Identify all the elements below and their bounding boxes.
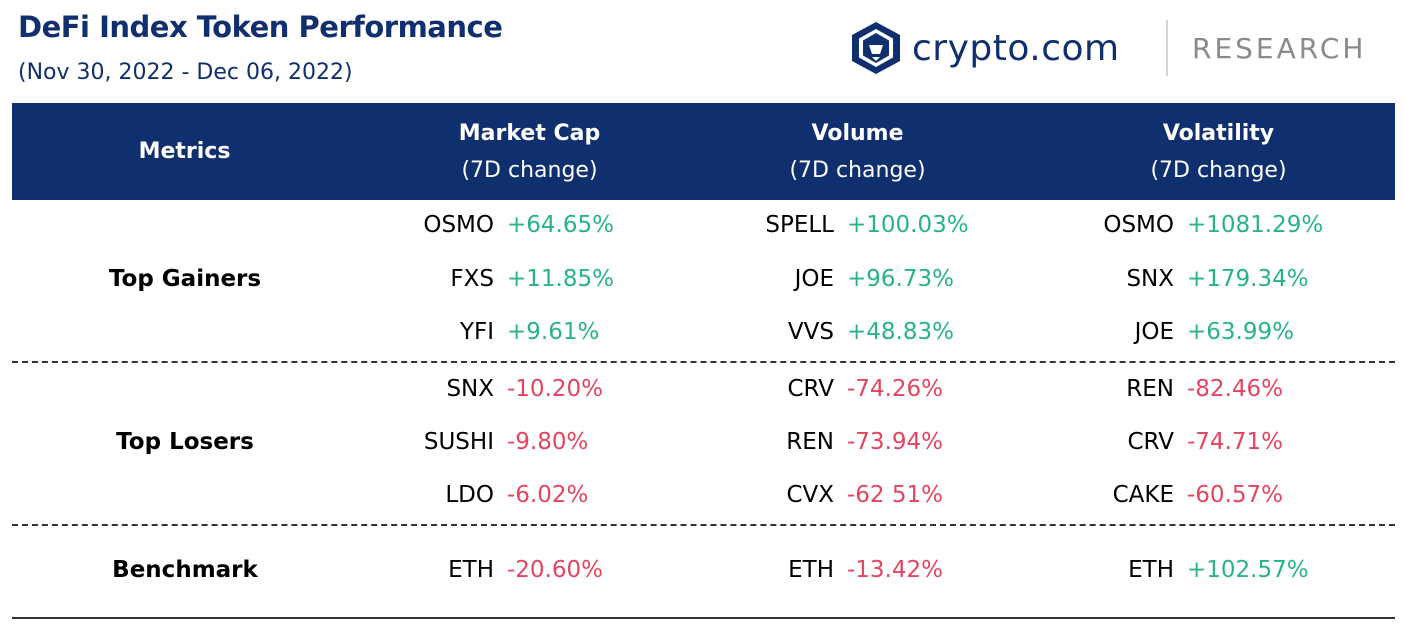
header-sublabel: (7D change)	[789, 157, 926, 183]
token-cell: ETH	[788, 557, 834, 583]
header-label: Volatility	[1162, 120, 1275, 146]
change-cell: +102.57%	[1187, 557, 1309, 583]
date-range: (Nov 30, 2022 - Dec 06, 2022)	[18, 60, 353, 85]
change-cell: -20.60%	[507, 557, 603, 583]
change-cell: +64.65%	[507, 212, 614, 238]
page-title: DeFi Index Token Performance	[18, 10, 503, 44]
research-label: RESEARCH	[1192, 32, 1367, 65]
token-cell: REN	[786, 429, 834, 455]
token-cell: JOE	[794, 266, 834, 292]
header-volume: Volume (7D change)	[685, 103, 1030, 200]
token-cell: CRV	[1127, 429, 1174, 455]
header-market-cap: Market Cap (7D change)	[357, 103, 702, 200]
change-cell: +96.73%	[847, 266, 954, 292]
change-cell: +100.03%	[847, 212, 969, 238]
token-cell: JOE	[1134, 319, 1174, 345]
header-sublabel: (7D change)	[1150, 157, 1287, 183]
header-label: Metrics	[138, 139, 231, 164]
change-cell: -74.26%	[847, 376, 943, 402]
brand-name: crypto.com	[912, 27, 1120, 69]
change-cell: -73.94%	[847, 429, 943, 455]
token-cell: CAKE	[1112, 482, 1174, 508]
change-cell: -62 51%	[847, 482, 943, 508]
section-label-top-losers: Top Losers	[116, 429, 254, 455]
change-cell: +9.61%	[507, 319, 600, 345]
change-cell: -13.42%	[847, 557, 943, 583]
change-cell: +1081.29%	[1187, 212, 1324, 238]
token-cell: FXS	[450, 266, 494, 292]
change-cell: +179.34%	[1187, 266, 1309, 292]
change-cell: +63.99%	[1187, 319, 1294, 345]
section-divider	[12, 361, 1395, 363]
change-cell: -82.46%	[1187, 376, 1283, 402]
change-cell: -74.71%	[1187, 429, 1283, 455]
change-cell: +11.85%	[507, 266, 614, 292]
header-label: Market Cap	[458, 120, 601, 146]
change-cell: -10.20%	[507, 376, 603, 402]
crypto-lion-icon	[852, 22, 900, 74]
change-cell: -60.57%	[1187, 482, 1283, 508]
change-cell: -6.02%	[507, 482, 589, 508]
token-cell: VVS	[787, 319, 834, 345]
section-label-top-gainers: Top Gainers	[108, 266, 262, 292]
token-cell: ETH	[1128, 557, 1174, 583]
token-cell: CRV	[787, 376, 834, 402]
token-cell: YFI	[459, 319, 494, 345]
logo-divider	[1166, 20, 1168, 76]
header-sublabel: (7D change)	[461, 157, 598, 183]
header-metrics: Metrics	[12, 103, 357, 200]
token-cell: SPELL	[765, 212, 834, 238]
table-header: Metrics Market Cap (7D change) Volume (7…	[12, 103, 1395, 200]
section-label-benchmark: Benchmark	[112, 557, 258, 583]
header-label: Volume	[811, 120, 904, 146]
change-cell: +48.83%	[847, 319, 954, 345]
token-cell: CVX	[786, 482, 834, 508]
table-bottom-border	[12, 617, 1395, 619]
token-cell: OSMO	[423, 212, 494, 238]
token-cell: LDO	[445, 482, 494, 508]
token-cell: SNX	[446, 376, 494, 402]
brand-logo: crypto.com	[850, 22, 1120, 74]
token-cell: OSMO	[1103, 212, 1174, 238]
change-cell: -9.80%	[507, 429, 589, 455]
token-cell: SUSHI	[423, 429, 494, 455]
token-cell: SNX	[1126, 266, 1174, 292]
token-cell: REN	[1126, 376, 1174, 402]
token-cell: ETH	[448, 557, 494, 583]
header-volatility: Volatility (7D change)	[1046, 103, 1391, 200]
section-divider	[12, 524, 1395, 526]
